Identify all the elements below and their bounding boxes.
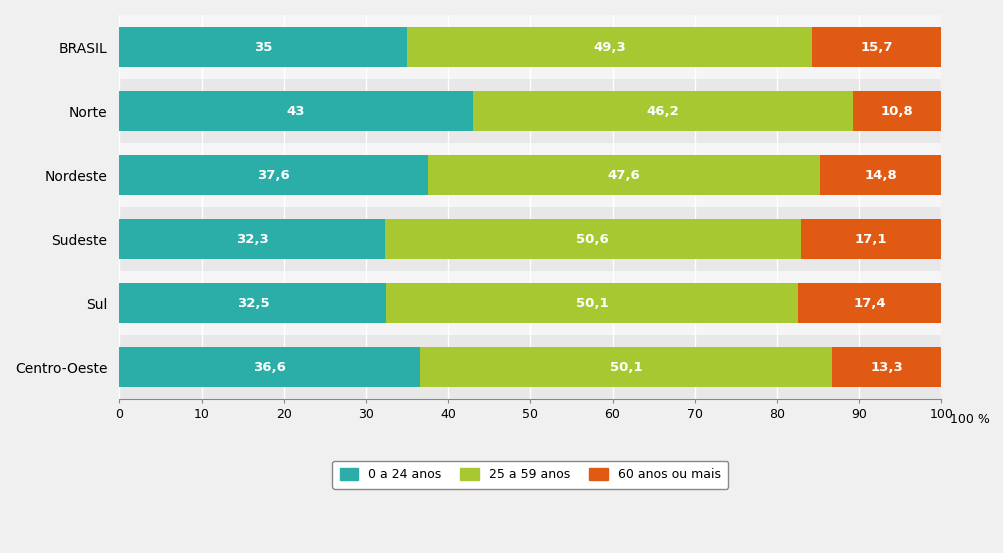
Text: 35: 35 [254, 40, 272, 54]
Bar [419, 347, 831, 387]
Text: 46,2: 46,2 [646, 105, 678, 118]
Bar [119, 15, 941, 79]
Text: 15,7: 15,7 [860, 40, 893, 54]
Bar [119, 155, 428, 195]
Legend: 0 a 24 anos, 25 a 59 anos, 60 anos ou mais: 0 a 24 anos, 25 a 59 anos, 60 anos ou ma… [332, 461, 728, 489]
Text: 10,8: 10,8 [880, 105, 913, 118]
Bar [472, 91, 852, 131]
Text: 43: 43 [287, 105, 305, 118]
Text: 49,3: 49,3 [593, 40, 626, 54]
Bar [831, 347, 941, 387]
Text: 14,8: 14,8 [864, 169, 896, 181]
Bar [119, 207, 941, 271]
Bar [119, 347, 419, 387]
Text: 17,1: 17,1 [854, 233, 887, 246]
Bar [119, 79, 941, 143]
Text: 50,6: 50,6 [576, 233, 609, 246]
Bar [811, 27, 941, 67]
Bar [119, 143, 941, 207]
Bar [800, 219, 941, 259]
Text: 13,3: 13,3 [870, 361, 902, 374]
Text: 37,6: 37,6 [257, 169, 290, 181]
Bar [119, 91, 472, 131]
Text: 32,3: 32,3 [236, 233, 268, 246]
Text: 50,1: 50,1 [576, 296, 608, 310]
Bar [406, 27, 811, 67]
Text: 100 %: 100 % [949, 413, 988, 426]
Bar [384, 219, 800, 259]
Bar [818, 155, 941, 195]
Bar [386, 283, 797, 323]
Text: 17,4: 17,4 [853, 296, 886, 310]
Text: 36,6: 36,6 [253, 361, 286, 374]
Text: 50,1: 50,1 [609, 361, 642, 374]
Bar [119, 271, 941, 335]
Text: 32,5: 32,5 [237, 296, 269, 310]
Bar [852, 91, 941, 131]
Bar [119, 283, 386, 323]
Bar [797, 283, 941, 323]
Bar [119, 335, 941, 399]
Bar [119, 219, 384, 259]
Text: 47,6: 47,6 [607, 169, 640, 181]
Bar [119, 27, 406, 67]
Bar [428, 155, 818, 195]
